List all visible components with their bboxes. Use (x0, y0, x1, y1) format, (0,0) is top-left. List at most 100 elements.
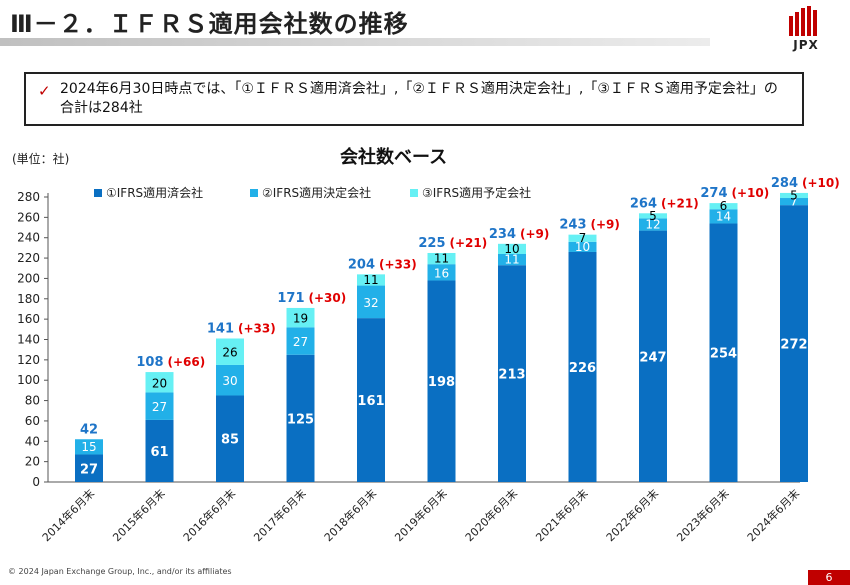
bar-value-label-series2: 14 (716, 209, 731, 223)
bar-value-label-series1: 272 (780, 338, 807, 353)
bar-segment-series3 (216, 338, 244, 365)
bar-value-label-series2: 12 (645, 217, 660, 231)
bar-segment-series2 (145, 392, 174, 420)
bar-segment-series3 (639, 213, 667, 219)
title-underline (0, 38, 710, 46)
bar-delta-label: (+30) (309, 291, 347, 305)
x-tick-label: 2023年6月末 (674, 486, 732, 544)
bar-value-label-series2: 16 (434, 266, 449, 280)
bar-segment-series1 (286, 354, 315, 482)
bar-segment-series1 (427, 280, 456, 482)
bar-total-label: 225 (418, 236, 445, 251)
x-tick-label: 2014年6月末 (39, 486, 97, 544)
bar-segment-series2 (216, 364, 244, 396)
bar-value-label-series2: 10 (575, 240, 590, 254)
bar-segment-series2 (75, 439, 103, 455)
bar-segment-series2 (498, 254, 526, 266)
y-tick-label: 180 (17, 292, 40, 306)
bar-total-label: 243 (559, 218, 586, 233)
bar-value-label-series1: 226 (569, 361, 596, 376)
page-number-box: 6 (808, 570, 850, 585)
bar-value-label-series2: 32 (363, 296, 378, 310)
x-tick-label: 2024年6月末 (744, 486, 802, 544)
bar-segment-series3 (286, 307, 315, 328)
legend-item-series3: ③IFRS適用予定会社 (410, 184, 531, 201)
x-tick-label: 2015年6月末 (110, 486, 168, 544)
page-number: 6 (825, 571, 833, 584)
bar-segment-series3 (780, 192, 808, 199)
x-tick-label: 2022年6月末 (603, 486, 661, 544)
bar-value-label-series2: 7 (790, 195, 798, 209)
bar-value-label-series3: 11 (434, 252, 449, 266)
bar-segment-series2 (568, 241, 597, 252)
bar-value-label-series1: 61 (150, 445, 168, 460)
y-tick-label: 20 (25, 455, 40, 469)
bar-value-label-series1: 161 (357, 394, 384, 409)
y-tick-label: 220 (17, 251, 40, 265)
bar-total-label: 204 (348, 257, 375, 272)
legend-label-series2: ②IFRS適用決定会社 (262, 186, 372, 200)
legend-label-series1: ①IFRS適用済会社 (106, 186, 204, 200)
bar-delta-label: (+33) (379, 257, 417, 271)
legend-swatch-series1 (94, 188, 102, 197)
bar-segment-series1 (568, 251, 597, 482)
bar-total-label: 141 (207, 321, 234, 336)
bar-total-label: 108 (136, 355, 163, 370)
y-tick-label: 260 (17, 210, 40, 224)
y-tick-label: 140 (17, 333, 40, 347)
y-tick-label: 0 (32, 475, 40, 489)
bar-segment-series2 (709, 209, 738, 224)
bar-segment-series1 (498, 265, 526, 482)
bar-delta-label: (+9) (520, 227, 549, 241)
x-tick-label: 2017年6月末 (251, 486, 309, 544)
bar-segment-series3 (145, 372, 174, 393)
y-tick-label: 280 (17, 190, 40, 204)
bar-value-label-series2: 27 (293, 335, 308, 349)
bar-value-label-series2: 15 (81, 440, 96, 454)
bar-total-label: 274 (700, 186, 727, 201)
legend-swatch-series3 (410, 188, 418, 197)
x-tick-label: 2016年6月末 (180, 486, 238, 544)
bar-value-label-series1: 27 (80, 462, 98, 477)
bar-delta-label: (+66) (168, 355, 206, 369)
bar-value-label-series1: 247 (639, 350, 666, 365)
jpx-logo: JPX (782, 6, 830, 58)
bar-delta-label: (+9) (591, 218, 620, 232)
bar-value-label-series1: 254 (710, 347, 737, 362)
summary-note-text: 2024年6月30日時点では、「①ＩＦＲＳ適用済会社」,「②ＩＦＲＳ適用決定会社… (60, 81, 778, 116)
chart-title: 会社数ベース (340, 147, 448, 168)
bar-total-label: 284 (771, 176, 798, 191)
logo-text: JPX (793, 38, 819, 52)
bar-segment-series1 (216, 395, 244, 482)
bar-segment-series2 (639, 218, 667, 231)
bar-total-label: 42 (80, 422, 98, 437)
bar-value-label-series3: 11 (363, 273, 378, 287)
bar-delta-label: (+10) (802, 176, 840, 190)
bar-delta-label: (+33) (238, 321, 276, 335)
bar-delta-label: (+21) (450, 236, 488, 250)
y-tick-label: 240 (17, 231, 40, 245)
y-tick-label: 40 (25, 434, 40, 448)
bar-value-label-series1: 213 (498, 368, 525, 383)
bar-value-label-series1: 198 (428, 375, 455, 390)
y-tick-label: 60 (25, 414, 40, 428)
y-tick-label: 120 (17, 353, 40, 367)
unit-label: (単位：社) (12, 152, 70, 166)
bar-segment-series1 (780, 205, 808, 482)
bar-segment-series2 (286, 327, 315, 355)
legend-label-series3: ③IFRS適用予定会社 (422, 186, 532, 200)
bar-segment-series1 (75, 454, 103, 482)
x-tick-label: 2021年6月末 (533, 486, 591, 544)
legend-swatch-series2 (250, 188, 258, 197)
bar-value-label-series2: 11 (504, 253, 519, 267)
bar-value-label-series2: 27 (152, 400, 167, 414)
bar-segment-series1 (639, 230, 667, 482)
legend-item-series2: ②IFRS適用決定会社 (250, 184, 371, 201)
x-tick-label: 2020年6月末 (462, 486, 520, 544)
bar-segment-series2 (780, 198, 808, 206)
bar-total-label: 234 (489, 227, 516, 242)
bar-value-label-series1: 125 (287, 412, 314, 427)
y-tick-label: 200 (17, 271, 40, 285)
bar-total-label: 171 (277, 291, 304, 306)
